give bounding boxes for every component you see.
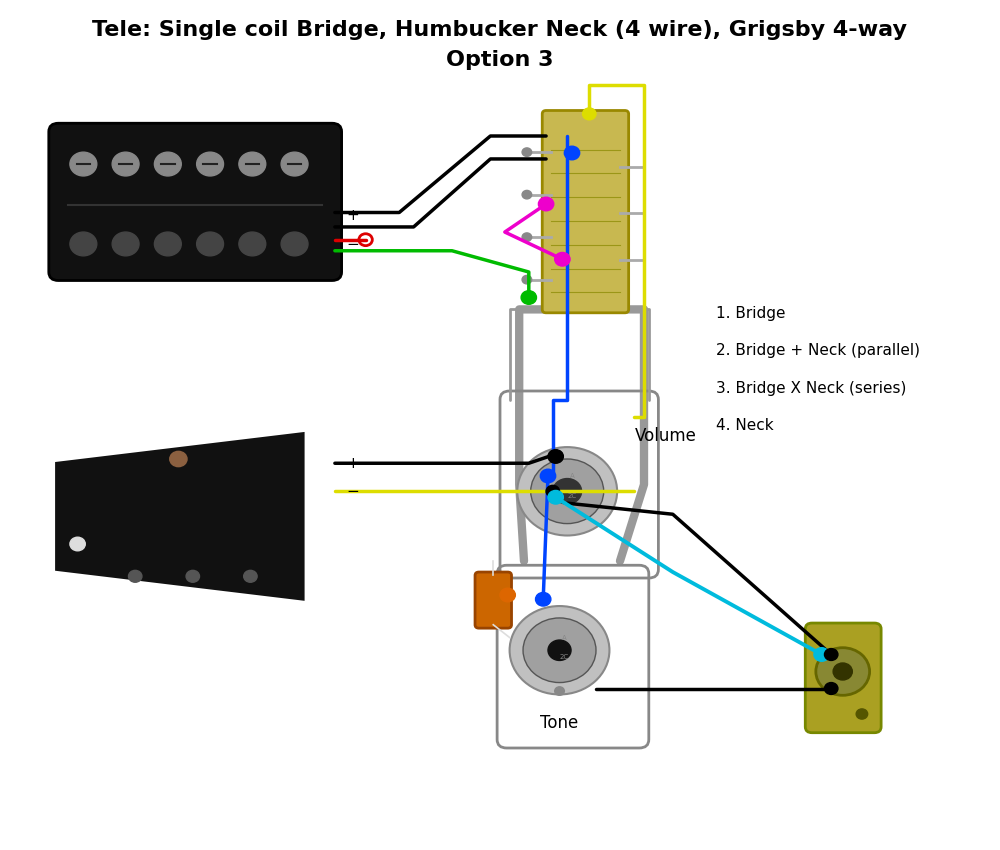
Circle shape: [281, 232, 308, 256]
Text: 2. Bridge + Neck (parallel): 2. Bridge + Neck (parallel): [716, 343, 920, 359]
Circle shape: [112, 152, 139, 176]
Circle shape: [531, 459, 604, 524]
Circle shape: [523, 618, 596, 683]
FancyBboxPatch shape: [49, 123, 342, 280]
Circle shape: [197, 152, 224, 176]
Circle shape: [239, 152, 266, 176]
Circle shape: [548, 450, 563, 463]
Circle shape: [522, 148, 532, 156]
Polygon shape: [56, 434, 303, 599]
Circle shape: [170, 451, 187, 467]
Text: −: −: [346, 484, 359, 499]
Text: Tone: Tone: [540, 714, 579, 732]
Circle shape: [112, 232, 139, 256]
Circle shape: [500, 588, 515, 602]
Circle shape: [522, 190, 532, 199]
Text: A: A: [570, 473, 574, 479]
Text: Tele: Single coil Bridge, Humbucker Neck (4 wire), Grigsby 4-way: Tele: Single coil Bridge, Humbucker Neck…: [92, 20, 908, 40]
Circle shape: [548, 490, 563, 504]
Text: 4. Neck: 4. Neck: [716, 418, 774, 434]
Text: 2C: 2C: [567, 492, 577, 499]
Circle shape: [128, 570, 142, 582]
Circle shape: [522, 233, 532, 241]
Text: +: +: [346, 456, 359, 471]
FancyBboxPatch shape: [805, 623, 881, 733]
Text: 3. Bridge X Neck (series): 3. Bridge X Neck (series): [716, 381, 906, 396]
Circle shape: [154, 152, 181, 176]
Text: −: −: [346, 237, 359, 252]
Text: Volume: Volume: [634, 427, 696, 445]
Circle shape: [538, 197, 554, 211]
FancyBboxPatch shape: [475, 572, 512, 628]
Circle shape: [244, 570, 257, 582]
Text: 2C: 2C: [560, 654, 569, 660]
Circle shape: [522, 275, 532, 284]
Circle shape: [546, 485, 560, 497]
Circle shape: [70, 232, 97, 256]
Circle shape: [583, 108, 596, 120]
Circle shape: [824, 683, 838, 694]
Text: 1. Bridge: 1. Bridge: [716, 306, 786, 321]
FancyBboxPatch shape: [542, 110, 629, 313]
Circle shape: [521, 291, 536, 304]
Circle shape: [555, 252, 570, 266]
Circle shape: [555, 687, 564, 695]
Circle shape: [824, 649, 838, 660]
Circle shape: [510, 606, 609, 694]
Circle shape: [186, 570, 200, 582]
Circle shape: [70, 152, 97, 176]
Circle shape: [540, 469, 556, 483]
Circle shape: [517, 447, 617, 536]
Circle shape: [814, 648, 829, 661]
Circle shape: [154, 232, 181, 256]
Circle shape: [239, 232, 266, 256]
Circle shape: [833, 663, 852, 680]
Circle shape: [197, 232, 224, 256]
Circle shape: [816, 648, 870, 695]
Text: Option 3: Option 3: [446, 49, 554, 70]
Circle shape: [564, 146, 580, 160]
Circle shape: [548, 640, 571, 660]
Circle shape: [553, 479, 582, 504]
Text: +: +: [346, 208, 359, 224]
Circle shape: [70, 537, 85, 551]
Circle shape: [281, 152, 308, 176]
Circle shape: [536, 592, 551, 606]
Text: A: A: [562, 634, 567, 641]
Circle shape: [856, 709, 868, 719]
